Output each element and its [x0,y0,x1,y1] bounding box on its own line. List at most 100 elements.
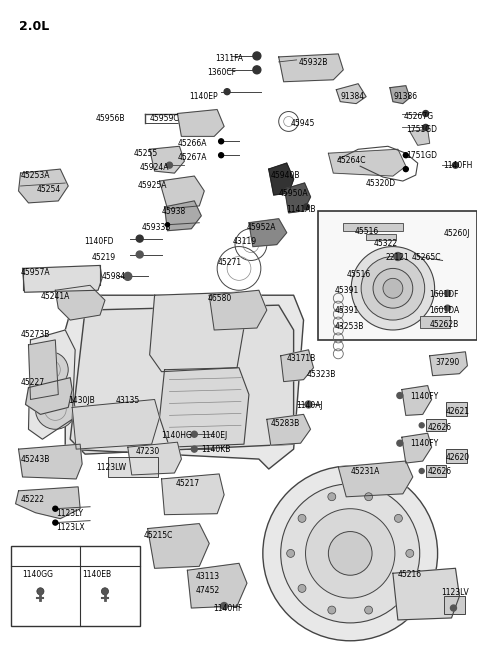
Circle shape [423,124,429,130]
Circle shape [306,509,395,598]
Text: 42626: 42626 [428,423,452,432]
Text: 1123LV: 1123LV [442,588,469,597]
Text: 45391: 45391 [335,306,359,315]
Bar [366,234,396,240]
Circle shape [253,66,261,74]
Bar [444,596,466,614]
Circle shape [253,52,261,60]
Polygon shape [70,305,294,454]
Text: 45323B: 45323B [307,369,336,379]
Circle shape [328,493,336,500]
Circle shape [136,235,143,242]
Text: 46580: 46580 [207,294,231,303]
Text: 45957A: 45957A [21,269,50,278]
Text: 45215C: 45215C [144,531,173,540]
Polygon shape [267,415,311,445]
Polygon shape [19,169,68,203]
Text: 42626: 42626 [428,467,452,476]
Text: 47452: 47452 [195,586,219,595]
Circle shape [167,162,172,168]
Polygon shape [279,54,343,82]
Circle shape [444,290,451,296]
Circle shape [328,532,372,575]
Circle shape [394,253,402,261]
Text: 45956B: 45956B [96,113,125,122]
Circle shape [219,153,224,158]
Circle shape [403,153,408,158]
Bar [144,113,199,123]
Text: 45924A: 45924A [140,163,169,172]
Text: 45243B: 45243B [21,455,50,464]
Circle shape [365,493,372,500]
Circle shape [451,605,456,611]
Text: 45952A: 45952A [247,223,276,232]
Text: 45260J: 45260J [444,229,470,238]
Text: 45217: 45217 [176,479,200,488]
Text: 1141AB: 1141AB [287,205,316,214]
Text: 1123LY: 1123LY [56,509,84,517]
Text: 45283B: 45283B [271,419,300,428]
Polygon shape [23,265,102,292]
Circle shape [419,468,424,474]
Circle shape [36,390,75,429]
Text: 1140HF: 1140HF [213,604,242,613]
Text: 1140FY: 1140FY [410,392,438,401]
Circle shape [395,584,402,592]
Circle shape [192,446,197,452]
Circle shape [397,440,403,446]
Polygon shape [285,183,311,213]
Polygon shape [165,201,201,231]
Polygon shape [148,523,209,569]
Polygon shape [402,386,432,415]
Text: 45516: 45516 [346,271,371,280]
Circle shape [406,550,414,557]
Circle shape [33,352,68,388]
Text: 1360CF: 1360CF [207,68,236,77]
Circle shape [287,550,295,557]
Circle shape [298,514,306,522]
Text: 45950A: 45950A [279,189,308,198]
Polygon shape [390,86,410,103]
Circle shape [419,423,424,428]
Text: 1140KB: 1140KB [201,445,231,454]
Bar [420,316,449,328]
Text: 45271: 45271 [217,259,241,267]
Text: 1140FH: 1140FH [444,161,473,170]
Text: 1751GD: 1751GD [406,151,437,160]
Bar [318,211,477,340]
Circle shape [373,269,413,308]
Text: 45265C: 45265C [412,253,441,261]
Polygon shape [162,474,224,515]
Text: 91386: 91386 [394,92,418,101]
Text: 1140GG: 1140GG [23,571,54,579]
Text: 47230: 47230 [136,447,160,456]
Polygon shape [209,290,267,330]
Circle shape [305,401,312,408]
Text: 2.0L: 2.0L [19,20,49,33]
Text: 42620: 42620 [445,453,469,462]
Circle shape [423,111,429,117]
Circle shape [351,246,434,330]
Bar [445,402,468,417]
Polygon shape [25,378,72,415]
Text: 43113: 43113 [195,572,219,581]
Polygon shape [402,433,432,463]
Text: 45940B: 45940B [271,171,300,180]
Text: 43171B: 43171B [287,354,316,363]
Text: 1123LX: 1123LX [56,523,85,532]
Circle shape [395,514,402,522]
Text: 45254: 45254 [36,185,60,194]
Text: 45267A: 45267A [178,153,207,162]
Circle shape [53,520,58,525]
Text: 45216: 45216 [398,571,422,579]
Polygon shape [249,219,287,246]
Text: 43253B: 43253B [335,322,364,331]
Text: 45264C: 45264C [336,156,366,165]
Text: 1140HG: 1140HG [162,431,192,440]
Circle shape [187,117,201,130]
Text: 45516: 45516 [354,227,378,236]
Text: 1140EJ: 1140EJ [201,431,228,440]
Text: 42621: 42621 [445,407,469,417]
Text: 43119: 43119 [233,236,257,246]
Polygon shape [187,563,247,608]
